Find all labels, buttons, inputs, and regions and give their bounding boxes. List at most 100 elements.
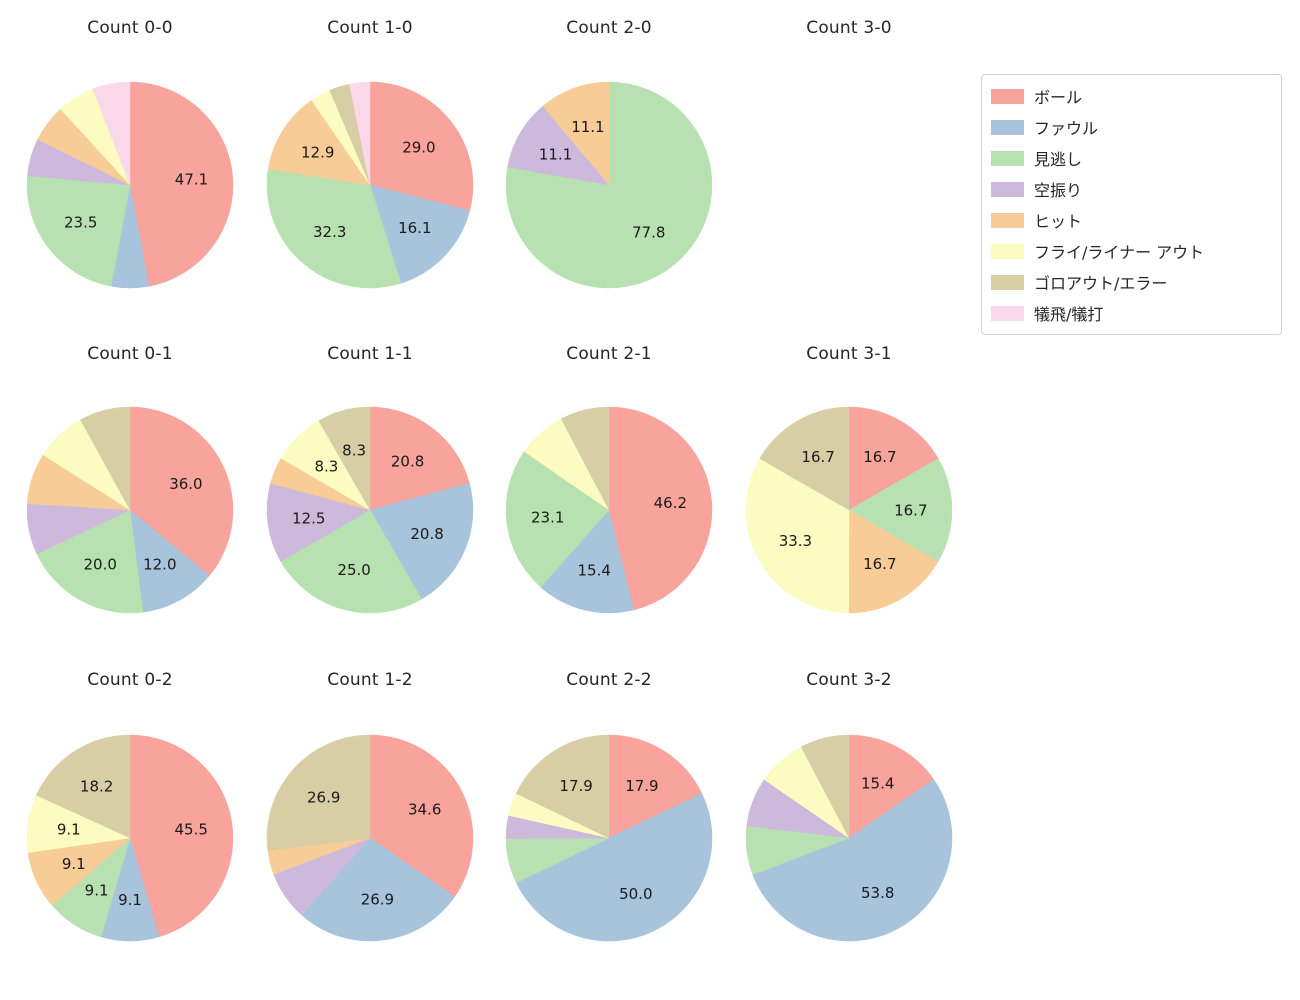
pie-value-label: 26.9 bbox=[307, 788, 340, 806]
chart-title: Count 2-0 bbox=[566, 18, 652, 38]
pie-count-0-0: 47.1 23.5 bbox=[26, 81, 234, 289]
pie-slice bbox=[369, 482, 474, 600]
chart-title: Count 1-0 bbox=[327, 18, 413, 38]
chart-title: Count 1-2 bbox=[327, 670, 413, 690]
pie-slice bbox=[301, 837, 456, 942]
pie-slice bbox=[542, 81, 610, 186]
chart-title: Count 3-1 bbox=[806, 344, 892, 364]
pie-value-label: 12.0 bbox=[143, 555, 176, 573]
pie-slice bbox=[80, 406, 131, 511]
legend-label: 見逃し bbox=[1034, 150, 1083, 169]
pie-value-label: 16.7 bbox=[894, 501, 927, 519]
pie-slice bbox=[848, 458, 953, 563]
pie-count-1-2: 34.6 26.9 26.9 bbox=[266, 734, 474, 942]
pie-slice bbox=[349, 81, 371, 186]
pie-slice bbox=[608, 734, 703, 839]
legend-item: ゴロアウト/エラー bbox=[991, 271, 1271, 293]
legend-item: 空振り bbox=[991, 178, 1271, 200]
pie-count-0-2: 45.5 9.1 9.1 9.1 9.1 18.2 bbox=[26, 734, 234, 942]
pie-value-label: 8.3 bbox=[314, 457, 338, 475]
pie-slice bbox=[129, 734, 234, 938]
pie-value-label: 16.7 bbox=[863, 448, 896, 466]
pie-value-label: 50.0 bbox=[619, 885, 652, 903]
pie-value-label: 32.3 bbox=[313, 223, 346, 241]
pie-value-label: 33.3 bbox=[779, 532, 812, 550]
chart-title: Count 2-2 bbox=[566, 670, 652, 690]
pie-slice bbox=[266, 168, 402, 289]
legend-label: 空振り bbox=[1034, 181, 1083, 200]
pie-slice bbox=[266, 482, 371, 562]
pie-slice bbox=[266, 734, 371, 851]
pie-slice bbox=[800, 734, 850, 839]
pie-value-label: 16.7 bbox=[863, 555, 896, 573]
legend-color-swatch bbox=[991, 150, 1024, 166]
legend-color-swatch bbox=[991, 88, 1024, 104]
legend-label: 犠飛/犠打 bbox=[1034, 305, 1104, 324]
pie-value-label: 9.1 bbox=[57, 820, 81, 838]
pie-value-label: 20.8 bbox=[410, 525, 443, 543]
legend-item: ボール bbox=[991, 85, 1271, 107]
pie-value-label: 47.1 bbox=[175, 171, 208, 189]
pie-count-2-1: 46.2 15.4 23.1 bbox=[505, 406, 713, 614]
pie-slice bbox=[369, 184, 471, 284]
pie-value-label: 8.3 bbox=[342, 442, 366, 460]
pie-count-1-1: 20.8 20.8 25.0 12.5 8.38.3 bbox=[266, 406, 474, 614]
pie-value-label: 12.5 bbox=[292, 509, 325, 527]
pie-value-label: 36.0 bbox=[169, 475, 202, 493]
pie-slice bbox=[505, 451, 610, 588]
legend-item: ヒット bbox=[991, 209, 1271, 231]
pie-slice bbox=[608, 406, 713, 611]
pie-value-label: 46.2 bbox=[654, 494, 687, 512]
pie-slice bbox=[129, 406, 234, 577]
pie-value-label: 17.9 bbox=[625, 777, 658, 795]
pie-slice bbox=[505, 81, 713, 289]
legend-item: フライ/ライナー アウト bbox=[991, 240, 1271, 262]
pie-value-label: 20.8 bbox=[391, 452, 424, 470]
chart-title: Count 1-1 bbox=[327, 344, 413, 364]
chart-title: Count 3-2 bbox=[806, 670, 892, 690]
pie-value-label: 15.4 bbox=[577, 561, 610, 579]
pie-slice bbox=[26, 175, 131, 287]
legend-label: ヒット bbox=[1034, 212, 1083, 231]
legend-label: ファウル bbox=[1034, 119, 1099, 138]
pie-slice bbox=[848, 734, 935, 839]
pie-value-label: 16.7 bbox=[801, 448, 834, 466]
pie-count-2-2: 17.9 50.0 17.9 bbox=[505, 734, 713, 942]
pie-value-label: 11.1 bbox=[539, 145, 572, 163]
pie-slice bbox=[36, 509, 144, 614]
pie-count-3-2: 15.4 53.8 bbox=[745, 734, 953, 942]
legend-label: ゴロアウト/エラー bbox=[1034, 274, 1168, 293]
pie-value-label: 23.1 bbox=[531, 509, 564, 527]
legend-color-swatch bbox=[991, 119, 1024, 135]
pie-slice bbox=[35, 734, 131, 839]
pie-value-label: 9.1 bbox=[85, 881, 109, 899]
chart-title: Count 0-0 bbox=[87, 18, 173, 38]
pie-value-label: 15.4 bbox=[861, 775, 894, 793]
legend-label: ボール bbox=[1034, 88, 1083, 107]
pie-value-label: 26.9 bbox=[361, 891, 394, 909]
legend-label: フライ/ライナー アウト bbox=[1034, 243, 1205, 262]
pie-slice bbox=[369, 406, 470, 511]
pie-value-label: 29.0 bbox=[402, 138, 435, 156]
legend-color-swatch bbox=[991, 212, 1024, 228]
pie-value-label: 77.8 bbox=[632, 224, 665, 242]
chart-title: Count 0-1 bbox=[87, 344, 173, 364]
pie-slice bbox=[369, 81, 474, 212]
pie-slice bbox=[369, 734, 474, 897]
pie-slice bbox=[267, 99, 371, 186]
pie-value-label: 18.2 bbox=[80, 777, 113, 795]
pie-value-label: 20.0 bbox=[83, 555, 116, 573]
pie-value-label: 53.8 bbox=[861, 884, 894, 902]
pie-value-label: 9.1 bbox=[118, 891, 142, 909]
legend-item: ファウル bbox=[991, 116, 1271, 138]
pie-value-label: 17.9 bbox=[559, 777, 592, 795]
pie-slice bbox=[129, 81, 234, 287]
pie-slice bbox=[318, 406, 371, 511]
chart-title: Count 0-2 bbox=[87, 670, 173, 690]
pie-slice bbox=[745, 458, 850, 614]
pie-value-label: 12.9 bbox=[301, 143, 334, 161]
pie-slice bbox=[540, 509, 634, 614]
pie-slice bbox=[848, 406, 939, 511]
pie-slice bbox=[280, 509, 422, 614]
